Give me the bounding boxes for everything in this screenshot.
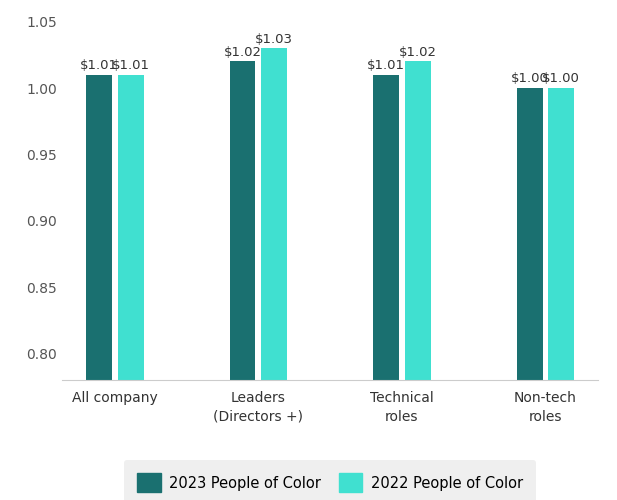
Bar (86, 74, 112, 500)
Text: $1.01: $1.01 (367, 59, 405, 72)
Text: $1.03: $1.03 (255, 32, 293, 46)
Legend: 2023 People of Color, 2022 People of Color: 2023 People of Color, 2022 People of Col… (124, 460, 536, 500)
Text: $1.02: $1.02 (223, 46, 262, 59)
Bar (373, 74, 399, 500)
Text: $1.01: $1.01 (80, 59, 118, 72)
Bar (118, 74, 144, 500)
Bar (405, 62, 431, 500)
Text: $1.02: $1.02 (399, 46, 437, 59)
Text: $1.00: $1.00 (511, 72, 549, 86)
Bar (516, 88, 542, 500)
Text: $1.01: $1.01 (112, 59, 149, 72)
Bar (261, 48, 287, 500)
Bar (230, 62, 255, 500)
Text: $1.00: $1.00 (542, 72, 580, 86)
Bar (549, 88, 574, 500)
